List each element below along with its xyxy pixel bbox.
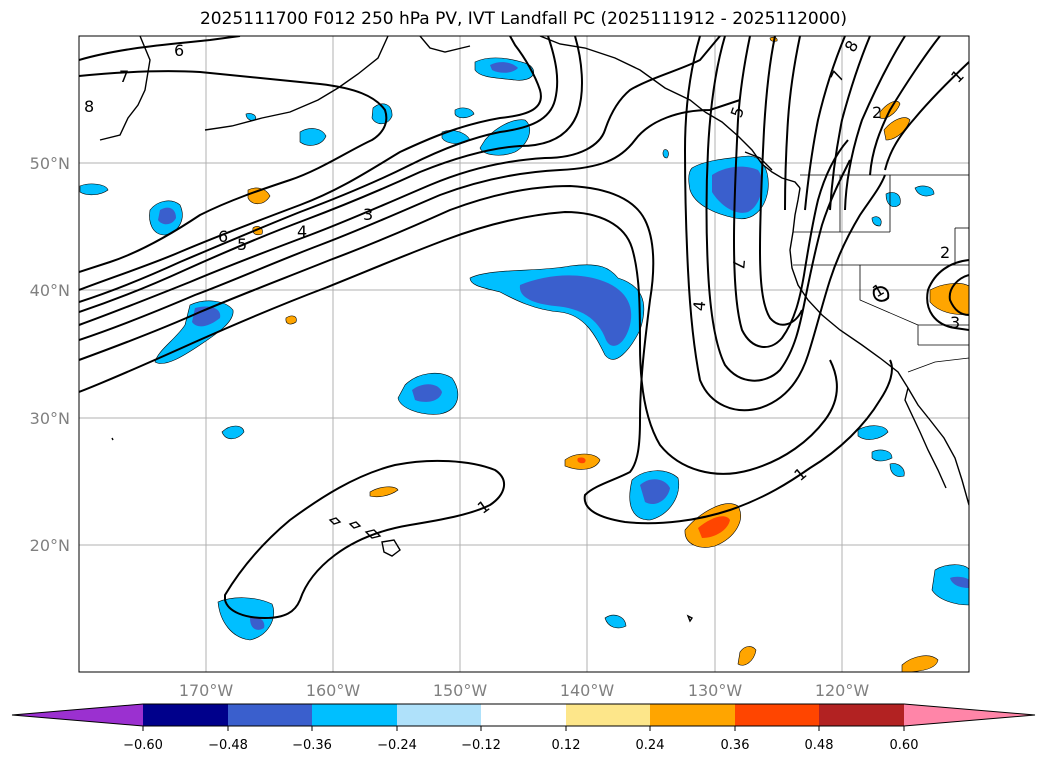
positive-anomaly-fills bbox=[247, 36, 969, 672]
colorbar-tick-label: 0.36 bbox=[721, 738, 750, 753]
lon-label: 170°W bbox=[179, 681, 234, 700]
contour-label: 3 bbox=[950, 313, 960, 332]
fill-blob-n3 bbox=[299, 128, 327, 146]
fill-blob-far-w bbox=[79, 183, 109, 196]
colorbar-segment bbox=[819, 704, 904, 726]
contour-label: 4 bbox=[297, 222, 307, 241]
fill-pos-s2 bbox=[737, 646, 757, 666]
fill-blob-n6 bbox=[454, 107, 475, 119]
fill-blob-small-7 bbox=[914, 185, 935, 197]
fill-blob-small-9 bbox=[662, 149, 669, 159]
contour-label: 7 bbox=[119, 67, 129, 86]
colorbar-segment bbox=[650, 704, 735, 726]
contour-label: 7 bbox=[729, 258, 749, 270]
fill-blob-small-2 bbox=[857, 425, 889, 440]
fill-blob-se-dark bbox=[950, 576, 969, 588]
fill-blob-small-3 bbox=[871, 449, 893, 462]
lon-label: 140°W bbox=[560, 681, 615, 700]
contour-label: 4 bbox=[690, 300, 710, 312]
map-title: 2025111700 F012 250 hPa PV, IVT Landfall… bbox=[199, 9, 847, 29]
colorbar-segment bbox=[143, 704, 228, 726]
fill-pos-s1-dark bbox=[698, 516, 730, 538]
lat-label: 40°N bbox=[30, 281, 70, 300]
fill-blob-w2-dark bbox=[158, 207, 176, 225]
colorbar: −0.60 −0.48 −0.36 −0.24 −0.12 0.12 0.24 … bbox=[11, 703, 1036, 753]
colorbar-tick-label: 0.48 bbox=[805, 738, 834, 753]
gridlines bbox=[79, 36, 969, 672]
colorbar-tick-label: −0.48 bbox=[208, 738, 248, 753]
fill-blob-mid-dark bbox=[412, 384, 442, 402]
colorbar-tick-label: 0.24 bbox=[636, 738, 665, 753]
pv-contours bbox=[79, 36, 969, 620]
colorbar-tick-label: 0.60 bbox=[890, 738, 919, 753]
colorbar-segment bbox=[397, 704, 481, 726]
lon-label: 160°W bbox=[306, 681, 361, 700]
colorbar-segment bbox=[228, 704, 312, 726]
fill-blob-s1-dark bbox=[640, 479, 670, 505]
lat-label: 20°N bbox=[30, 536, 70, 555]
contour-label: 6 bbox=[174, 41, 184, 60]
coastlines bbox=[99, 36, 969, 623]
colorbar-tick-label: 0.12 bbox=[552, 738, 581, 753]
latitude-labels: 50°N 40°N 30°N 20°N bbox=[30, 154, 70, 555]
borders bbox=[793, 174, 969, 373]
lat-label: 30°N bbox=[30, 409, 70, 428]
contour-label: 8 bbox=[84, 97, 94, 116]
fill-pos-mid2 bbox=[369, 486, 399, 498]
lon-label: 150°W bbox=[433, 681, 488, 700]
fill-pos-w3 bbox=[285, 315, 297, 325]
colorbar-segment bbox=[312, 704, 397, 726]
fill-blob-small-5 bbox=[604, 614, 627, 629]
lon-label: 130°W bbox=[688, 681, 743, 700]
fill-blob-n1-dark bbox=[490, 62, 518, 73]
fill-blob-nw-coast-dark bbox=[712, 166, 763, 213]
longitude-labels: 170°W 160°W 150°W 140°W 130°W 120°W bbox=[179, 681, 870, 700]
colorbar-tick-label: −0.12 bbox=[461, 738, 501, 753]
contour-label: 2 bbox=[940, 243, 950, 262]
colorbar-tick-label: −0.36 bbox=[292, 738, 332, 753]
fill-blob-central-dark bbox=[519, 275, 632, 346]
fill-blob-small-10 bbox=[871, 216, 882, 227]
colorbar-tick-label: −0.60 bbox=[123, 738, 163, 753]
colorbar-segment bbox=[481, 704, 566, 726]
plot-frame bbox=[78, 35, 970, 673]
contour-label: 2 bbox=[872, 103, 882, 122]
colorbar-tick-label: −0.24 bbox=[377, 738, 417, 753]
colorbar-segment bbox=[735, 704, 819, 726]
colorbar-extend-min bbox=[12, 704, 143, 726]
colorbar-extend-max bbox=[904, 704, 1035, 726]
contour-label: 3 bbox=[363, 205, 373, 224]
fill-blob-sw-dark bbox=[250, 617, 265, 630]
fill-blob-small-4 bbox=[889, 463, 905, 477]
contour-label: 5 bbox=[237, 235, 247, 254]
fill-blob-small-1 bbox=[221, 425, 245, 440]
colorbar-segment bbox=[566, 704, 650, 726]
fill-blob-se bbox=[931, 564, 969, 606]
fill-blob-small-6 bbox=[885, 192, 901, 207]
lon-label: 120°W bbox=[815, 681, 870, 700]
fill-pos-mid1-dark bbox=[577, 457, 586, 464]
negative-anomaly-fills bbox=[79, 57, 969, 641]
contour-label: 6 bbox=[218, 227, 228, 246]
lat-label: 50°N bbox=[30, 154, 70, 173]
fill-pos-ne2 bbox=[883, 117, 911, 141]
